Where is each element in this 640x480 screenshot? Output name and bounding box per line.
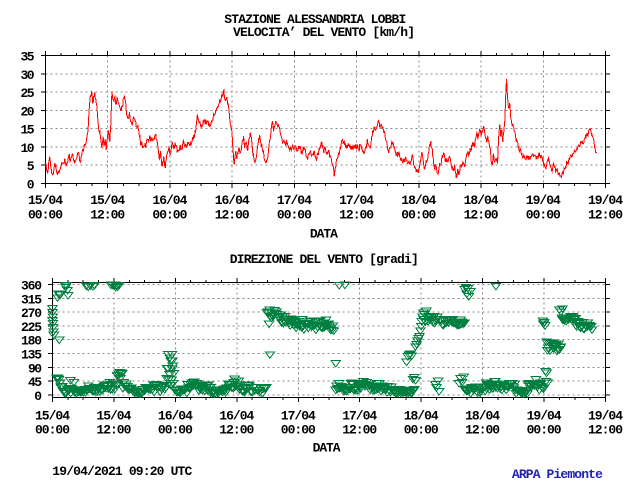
svg-text:12:00: 12:00 [96, 422, 131, 437]
svg-text:DATA: DATA [310, 227, 338, 242]
svg-text:25: 25 [21, 86, 35, 101]
svg-text:15/04: 15/04 [96, 408, 131, 423]
svg-text:00:00: 00:00 [152, 207, 187, 222]
svg-text:5: 5 [27, 159, 35, 174]
svg-text:315: 315 [21, 292, 42, 307]
svg-text:VELOCITA’ DEL VENTO [km/h]: VELOCITA’ DEL VENTO [km/h] [233, 25, 415, 40]
svg-text:17/04: 17/04 [339, 193, 374, 208]
svg-text:90: 90 [28, 361, 42, 376]
svg-text:30: 30 [21, 68, 35, 83]
svg-text:10: 10 [21, 141, 35, 156]
svg-text:0: 0 [34, 389, 42, 404]
svg-text:180: 180 [21, 334, 42, 349]
svg-text:17/04: 17/04 [342, 408, 377, 423]
svg-text:12:00: 12:00 [465, 422, 500, 437]
svg-text:15/04: 15/04 [90, 193, 125, 208]
svg-text:19/04: 19/04 [588, 408, 623, 423]
svg-text:00:00: 00:00 [526, 207, 561, 222]
svg-text:12:00: 12:00 [342, 422, 377, 437]
svg-text:18/04: 18/04 [404, 408, 439, 423]
svg-text:00:00: 00:00 [281, 422, 316, 437]
svg-text:ARPA Piemonte: ARPA Piemonte [512, 467, 603, 480]
svg-text:19/04: 19/04 [527, 408, 562, 423]
svg-text:20: 20 [21, 104, 35, 119]
svg-text:12:00: 12:00 [588, 422, 623, 437]
svg-text:DIREZIONE DEL VENTO [gradi]: DIREZIONE DEL VENTO [gradi] [230, 252, 419, 267]
svg-text:16/04: 16/04 [158, 408, 193, 423]
svg-text:19/04: 19/04 [588, 193, 623, 208]
svg-text:STAZIONE ALESSANDRIA LOBBI: STAZIONE ALESSANDRIA LOBBI [224, 12, 406, 27]
svg-text:12:00: 12:00 [219, 422, 254, 437]
svg-text:15/04: 15/04 [35, 408, 70, 423]
svg-text:35: 35 [21, 50, 35, 65]
svg-text:15/04: 15/04 [28, 193, 63, 208]
svg-text:00:00: 00:00 [527, 422, 562, 437]
svg-text:17/04: 17/04 [277, 193, 312, 208]
svg-text:12:00: 12:00 [588, 207, 623, 222]
svg-text:360: 360 [21, 279, 42, 294]
svg-text:00:00: 00:00 [404, 422, 439, 437]
svg-text:15: 15 [21, 123, 35, 138]
svg-text:12:00: 12:00 [215, 207, 250, 222]
svg-text:00:00: 00:00 [158, 422, 193, 437]
svg-text:18/04: 18/04 [465, 408, 500, 423]
svg-text:12:00: 12:00 [464, 207, 499, 222]
svg-text:225: 225 [21, 320, 42, 335]
svg-text:00:00: 00:00 [28, 207, 63, 222]
svg-text:16/04: 16/04 [215, 193, 250, 208]
svg-text:16/04: 16/04 [219, 408, 254, 423]
svg-text:18/04: 18/04 [401, 193, 436, 208]
svg-text:135: 135 [21, 348, 42, 363]
svg-text:19/04/2021 09:20 UTC: 19/04/2021 09:20 UTC [52, 464, 192, 479]
svg-text:18/04: 18/04 [464, 193, 499, 208]
svg-text:00:00: 00:00 [35, 422, 70, 437]
svg-text:16/04: 16/04 [152, 193, 187, 208]
svg-text:12:00: 12:00 [90, 207, 125, 222]
svg-text:DATA: DATA [313, 440, 341, 455]
svg-text:19/04: 19/04 [526, 193, 561, 208]
svg-text:0: 0 [27, 178, 35, 193]
svg-text:12:00: 12:00 [339, 207, 374, 222]
svg-text:00:00: 00:00 [277, 207, 312, 222]
svg-text:45: 45 [28, 375, 42, 390]
svg-text:270: 270 [21, 306, 42, 321]
svg-text:00:00: 00:00 [401, 207, 436, 222]
svg-text:17/04: 17/04 [281, 408, 316, 423]
